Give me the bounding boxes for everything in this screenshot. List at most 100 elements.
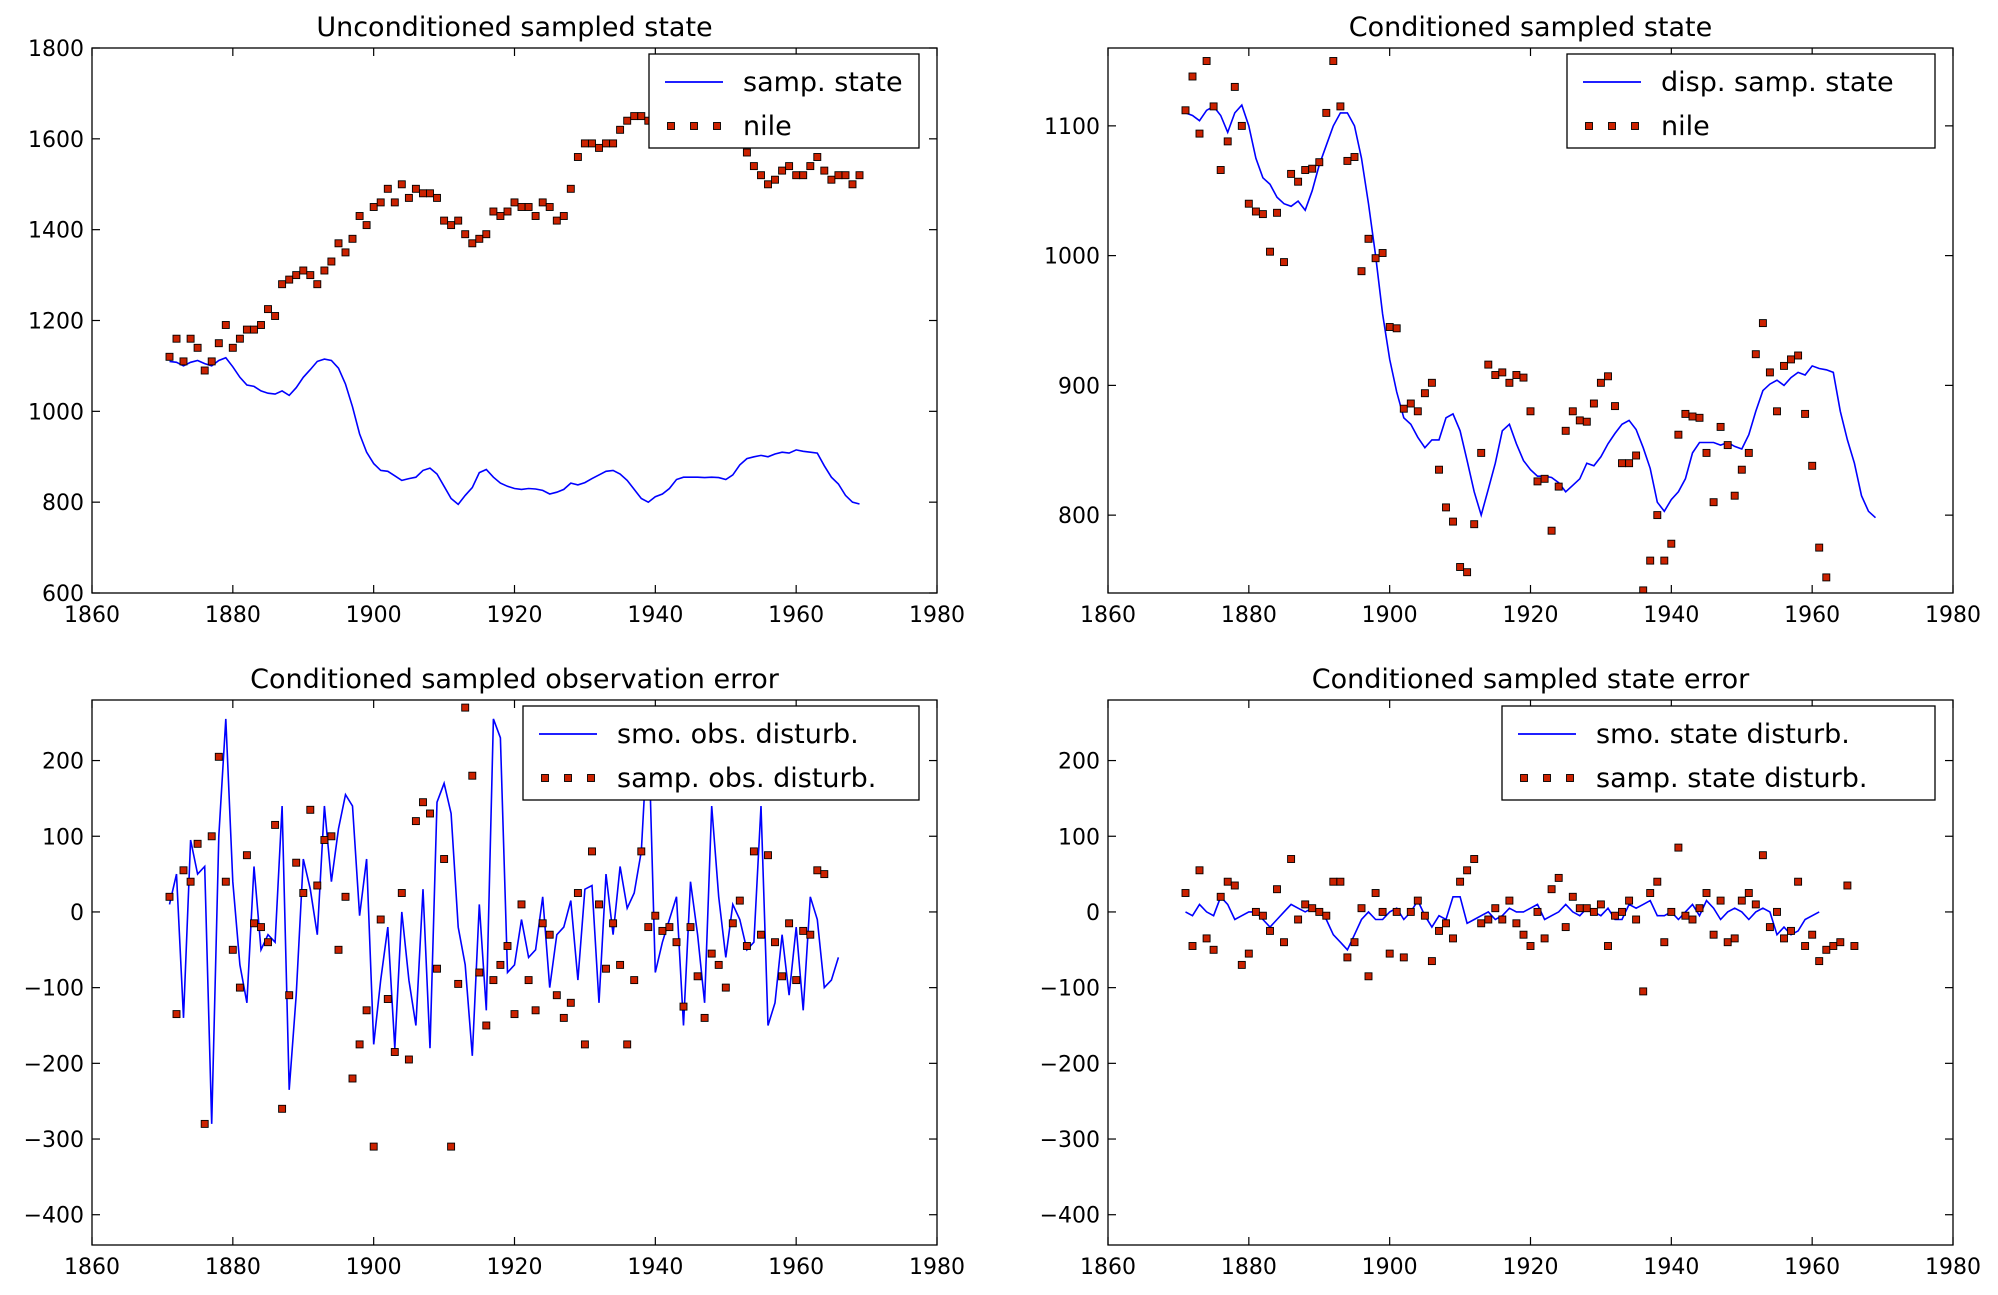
- data-point: [264, 938, 272, 947]
- data-point: [1308, 904, 1317, 913]
- data-point: [1498, 915, 1507, 924]
- data-point: [1582, 417, 1591, 426]
- data-point: [1230, 82, 1239, 91]
- data-point: [1202, 934, 1211, 943]
- data-point: [1780, 934, 1788, 943]
- data-point: [1709, 930, 1718, 939]
- y-tick-label: −200: [24, 1052, 84, 1077]
- y-tick-label: 600: [42, 582, 84, 607]
- data-point: [1357, 904, 1366, 913]
- data-point: [1251, 207, 1260, 216]
- x-tick-label: 1940: [627, 603, 683, 628]
- data-point: [1646, 889, 1655, 897]
- legend-label: smo. obs. disturb.: [617, 719, 859, 750]
- data-point: [1329, 877, 1338, 886]
- data-point: [771, 175, 779, 184]
- data-point: [1209, 102, 1218, 111]
- data-point: [1209, 945, 1218, 954]
- data-point: [1371, 254, 1380, 263]
- legend: smo. obs. disturb. samp. obs. disturb.: [522, 705, 920, 801]
- data-point: [714, 960, 723, 969]
- data-point: [1223, 877, 1232, 886]
- data-point: [235, 334, 244, 343]
- data-point: [799, 171, 808, 180]
- data-point: [1737, 896, 1746, 905]
- data-point: [341, 892, 350, 901]
- data-point: [1505, 378, 1514, 387]
- data-point: [468, 771, 477, 780]
- data-point: [278, 1104, 287, 1113]
- plot-area: [1181, 843, 1859, 996]
- data-point: [1294, 177, 1303, 186]
- data-point: [1477, 448, 1486, 457]
- data-point: [489, 976, 498, 985]
- data-point: [1273, 208, 1281, 217]
- data-point: [588, 847, 596, 856]
- data-point: [1392, 907, 1401, 916]
- data-point: [1815, 957, 1824, 966]
- data-point: [278, 280, 287, 289]
- data-point: [1519, 930, 1528, 939]
- data-point: [573, 889, 582, 897]
- data-point: [1526, 942, 1535, 950]
- data-point: [440, 216, 449, 225]
- y-tick-label: 200: [1058, 750, 1100, 775]
- data-point: [1681, 409, 1690, 418]
- data-point: [510, 1010, 519, 1019]
- data-point: [602, 964, 610, 973]
- data-point: [1653, 877, 1662, 886]
- y-tick-label: 1600: [28, 128, 84, 153]
- series-line: [169, 356, 860, 506]
- legend-marker-swatch: [713, 122, 721, 130]
- data-point: [637, 112, 646, 121]
- legend-marker-swatch: [1585, 122, 1593, 130]
- data-point: [1456, 877, 1465, 886]
- data-point: [658, 926, 667, 935]
- data-point: [545, 930, 554, 939]
- data-point: [1822, 945, 1831, 954]
- data-point: [855, 171, 864, 180]
- data-point: [742, 148, 751, 157]
- data-point: [1709, 498, 1718, 507]
- data-point: [1794, 351, 1803, 360]
- data-point: [404, 1055, 413, 1064]
- data-point: [1695, 904, 1704, 913]
- y-tick-label: 1100: [1044, 115, 1100, 140]
- data-point: [411, 817, 420, 826]
- data-point: [271, 820, 280, 829]
- data-point: [1730, 934, 1739, 943]
- data-point: [1751, 900, 1760, 909]
- data-point: [806, 162, 815, 171]
- data-point: [426, 809, 434, 818]
- data-point: [179, 866, 188, 875]
- legend-label: nile: [1661, 111, 1710, 142]
- data-point: [1751, 350, 1760, 359]
- data-point: [1723, 938, 1732, 947]
- data-point: [433, 964, 441, 973]
- data-point: [1653, 511, 1662, 520]
- data-point: [524, 203, 533, 211]
- data-point: [1787, 355, 1795, 364]
- data-point: [799, 926, 808, 935]
- y-tick-label: 1200: [28, 310, 84, 335]
- data-point: [200, 366, 209, 375]
- data-point: [489, 207, 498, 216]
- data-point: [454, 979, 463, 988]
- data-point: [1427, 378, 1436, 387]
- data-point: [1491, 904, 1500, 913]
- data-point: [348, 234, 357, 243]
- data-point: [1505, 896, 1514, 905]
- data-point: [1364, 972, 1373, 981]
- data-point: [728, 919, 737, 928]
- x-tick-label: 1860: [1080, 603, 1136, 628]
- data-point: [447, 221, 456, 230]
- data-point: [1540, 934, 1549, 943]
- data-point: [214, 752, 223, 761]
- data-point: [397, 889, 406, 897]
- data-point: [327, 257, 336, 266]
- data-point: [341, 248, 350, 257]
- plot-area: [165, 703, 840, 1151]
- legend-label: samp. state disturb.: [1596, 763, 1867, 794]
- data-point: [679, 1002, 688, 1011]
- data-point: [1547, 526, 1556, 535]
